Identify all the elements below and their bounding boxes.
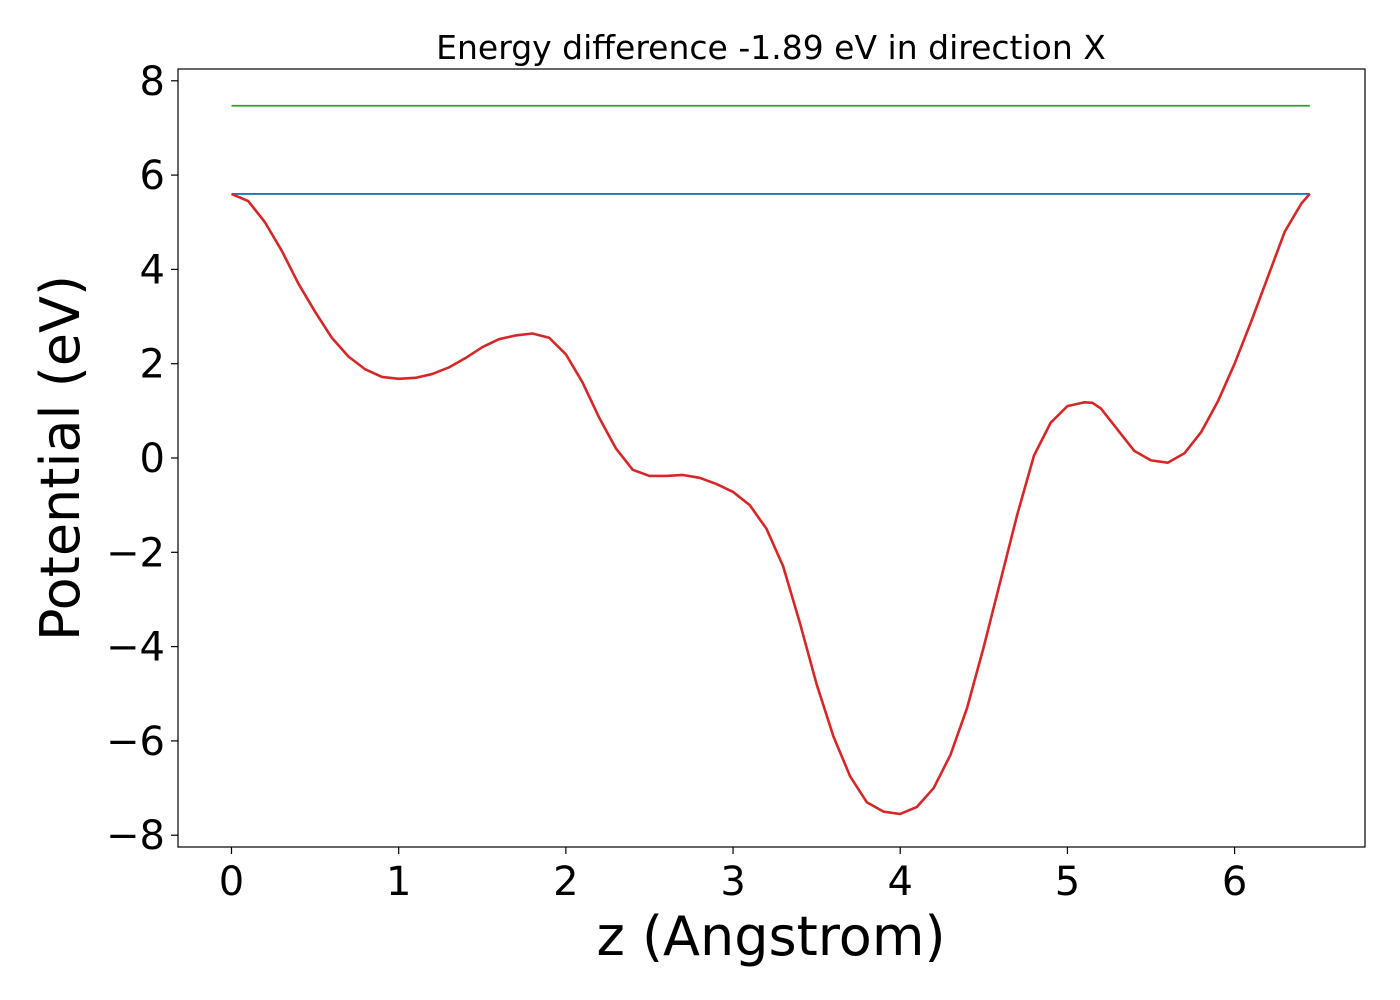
y-tick-label: 0 [140, 436, 165, 482]
y-tick-label: −8 [106, 813, 165, 859]
y-tick-label: 8 [140, 59, 165, 105]
x-tick-label: 6 [1222, 859, 1247, 905]
x-tick-label: 2 [553, 859, 578, 905]
series-line-2 [230, 192, 1311, 816]
x-tick-label: 3 [720, 859, 745, 905]
x-tick-label: 4 [888, 859, 913, 905]
x-tick-label: 0 [219, 859, 244, 905]
x-tick-label: 1 [386, 859, 411, 905]
y-tick-label: −4 [106, 625, 165, 671]
y-tick-label: −2 [106, 530, 165, 576]
x-axis-label: z (Angstrom) [596, 905, 945, 968]
x-axis-ticks: 0 1 2 3 4 5 6 [219, 847, 1247, 905]
y-tick-label: 4 [140, 247, 165, 293]
y-tick-label: 2 [140, 342, 165, 388]
y-tick-label: 6 [140, 153, 165, 199]
series-layer [230, 104, 1311, 816]
chart-title: Energy difference -1.89 eV in direction … [436, 28, 1106, 67]
y-axis-ticks: −8 −6 −4 −2 0 2 4 6 8 [106, 59, 178, 859]
y-axis-label: Potential (eV) [29, 275, 92, 641]
y-tick-label: −6 [106, 719, 165, 765]
x-tick-label: 5 [1055, 859, 1080, 905]
